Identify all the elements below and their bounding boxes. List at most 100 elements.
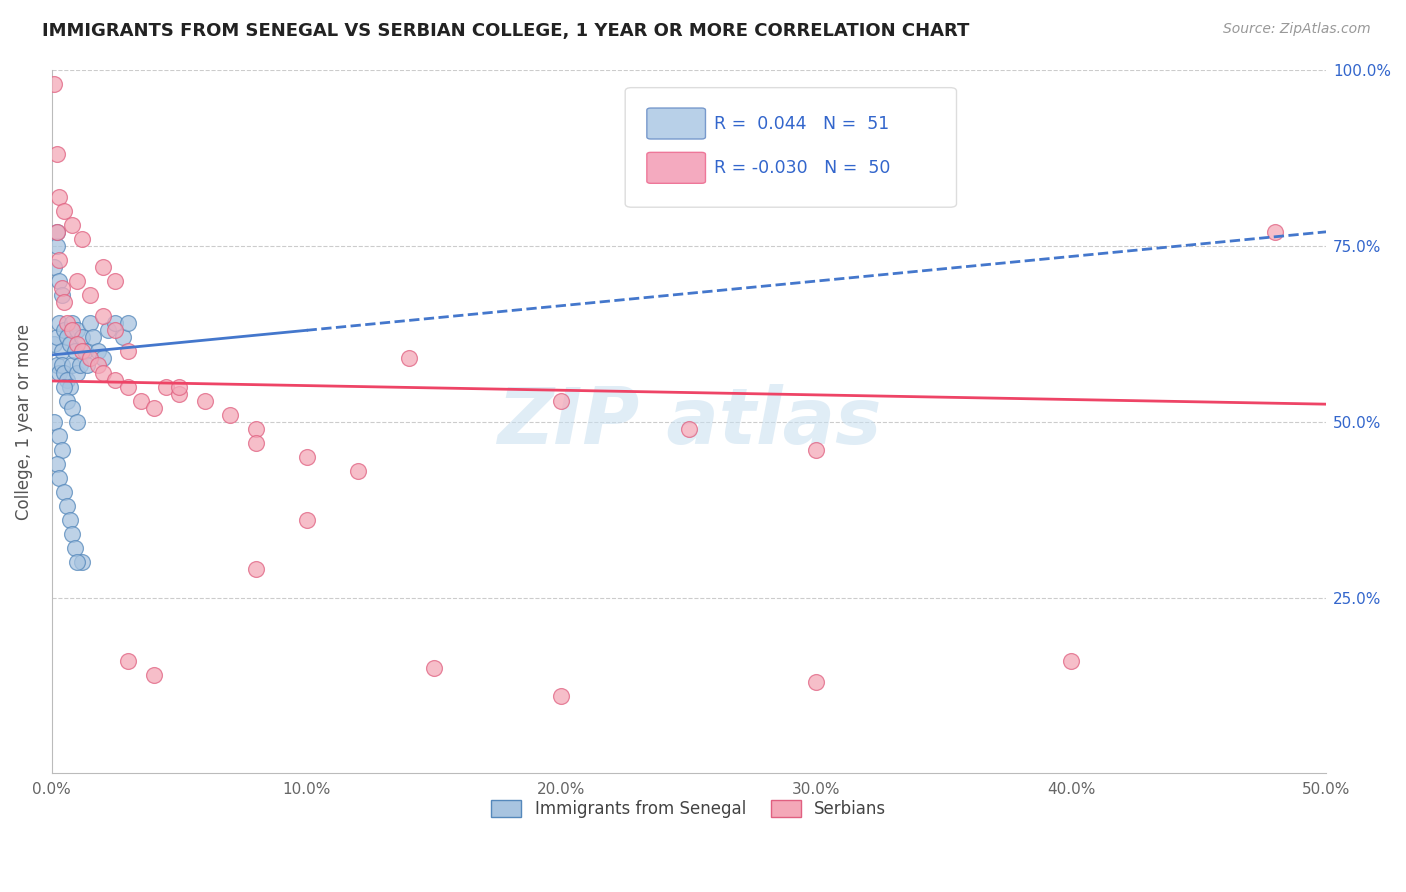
Point	[58, 337, 80, 351]
Point	[53, 203, 76, 218]
Point	[63, 344, 86, 359]
Point	[66, 323, 89, 337]
Point	[45, 359, 67, 373]
Point	[82, 330, 104, 344]
Point	[45, 225, 67, 239]
Point	[72, 344, 94, 359]
Point	[86, 344, 108, 359]
Point	[48, 252, 70, 267]
Text: R =  0.044   N =  51: R = 0.044 N = 51	[714, 114, 890, 133]
Point	[79, 351, 101, 366]
Point	[58, 513, 80, 527]
Point	[806, 442, 828, 457]
Point	[56, 316, 79, 330]
Point	[142, 668, 165, 682]
Point	[104, 323, 127, 337]
Point	[51, 442, 73, 457]
Point	[91, 351, 114, 366]
Point	[60, 323, 83, 337]
Point	[245, 422, 267, 436]
FancyBboxPatch shape	[626, 87, 956, 207]
Point	[104, 316, 127, 330]
Point	[86, 359, 108, 373]
Point	[117, 379, 139, 393]
Point	[117, 316, 139, 330]
Point	[60, 218, 83, 232]
Point	[45, 239, 67, 253]
Point	[48, 189, 70, 203]
Point	[45, 225, 67, 239]
Point	[97, 323, 120, 337]
Point	[806, 675, 828, 690]
Point	[60, 527, 83, 541]
Y-axis label: College, 1 year or more: College, 1 year or more	[15, 324, 32, 520]
Point	[53, 379, 76, 393]
Point	[142, 401, 165, 415]
Point	[69, 359, 91, 373]
Point	[53, 366, 76, 380]
Point	[60, 359, 83, 373]
Point	[117, 344, 139, 359]
Point	[51, 281, 73, 295]
Point	[45, 330, 67, 344]
Text: ZIP atlas: ZIP atlas	[496, 384, 882, 459]
Text: Source: ZipAtlas.com: Source: ZipAtlas.com	[1223, 22, 1371, 37]
Point	[245, 435, 267, 450]
Point	[51, 288, 73, 302]
Point	[53, 485, 76, 500]
Point	[48, 366, 70, 380]
Point	[44, 337, 66, 351]
Point	[53, 323, 76, 337]
Point	[72, 556, 94, 570]
Point	[129, 393, 152, 408]
Point	[48, 316, 70, 330]
Point	[66, 366, 89, 380]
Point	[423, 661, 446, 675]
Point	[48, 274, 70, 288]
Point	[73, 344, 96, 359]
Point	[66, 415, 89, 429]
Point	[219, 408, 242, 422]
Point	[44, 77, 66, 91]
Point	[295, 513, 318, 527]
Point	[194, 393, 217, 408]
Point	[91, 366, 114, 380]
Point	[550, 393, 572, 408]
Point	[66, 556, 89, 570]
Point	[44, 260, 66, 274]
Point	[58, 379, 80, 393]
Point	[295, 450, 318, 464]
Point	[76, 359, 98, 373]
Point	[48, 429, 70, 443]
Point	[117, 654, 139, 668]
Point	[155, 379, 177, 393]
Text: IMMIGRANTS FROM SENEGAL VS SERBIAN COLLEGE, 1 YEAR OR MORE CORRELATION CHART: IMMIGRANTS FROM SENEGAL VS SERBIAN COLLE…	[42, 22, 970, 40]
Point	[45, 457, 67, 471]
Point	[1060, 654, 1083, 668]
Point	[550, 689, 572, 703]
Point	[167, 386, 190, 401]
Point	[72, 330, 94, 344]
Point	[44, 415, 66, 429]
Point	[91, 260, 114, 274]
Point	[63, 541, 86, 556]
Point	[72, 232, 94, 246]
Point	[346, 464, 368, 478]
Point	[66, 274, 89, 288]
Point	[1264, 225, 1286, 239]
Point	[678, 422, 700, 436]
FancyBboxPatch shape	[647, 108, 706, 139]
Point	[56, 499, 79, 513]
Point	[104, 274, 127, 288]
Point	[60, 316, 83, 330]
FancyBboxPatch shape	[647, 153, 706, 183]
Point	[167, 379, 190, 393]
Point	[79, 316, 101, 330]
Point	[245, 562, 267, 576]
Point	[51, 359, 73, 373]
Point	[91, 310, 114, 324]
Point	[45, 147, 67, 161]
Point	[56, 372, 79, 386]
Point	[104, 372, 127, 386]
Point	[79, 288, 101, 302]
